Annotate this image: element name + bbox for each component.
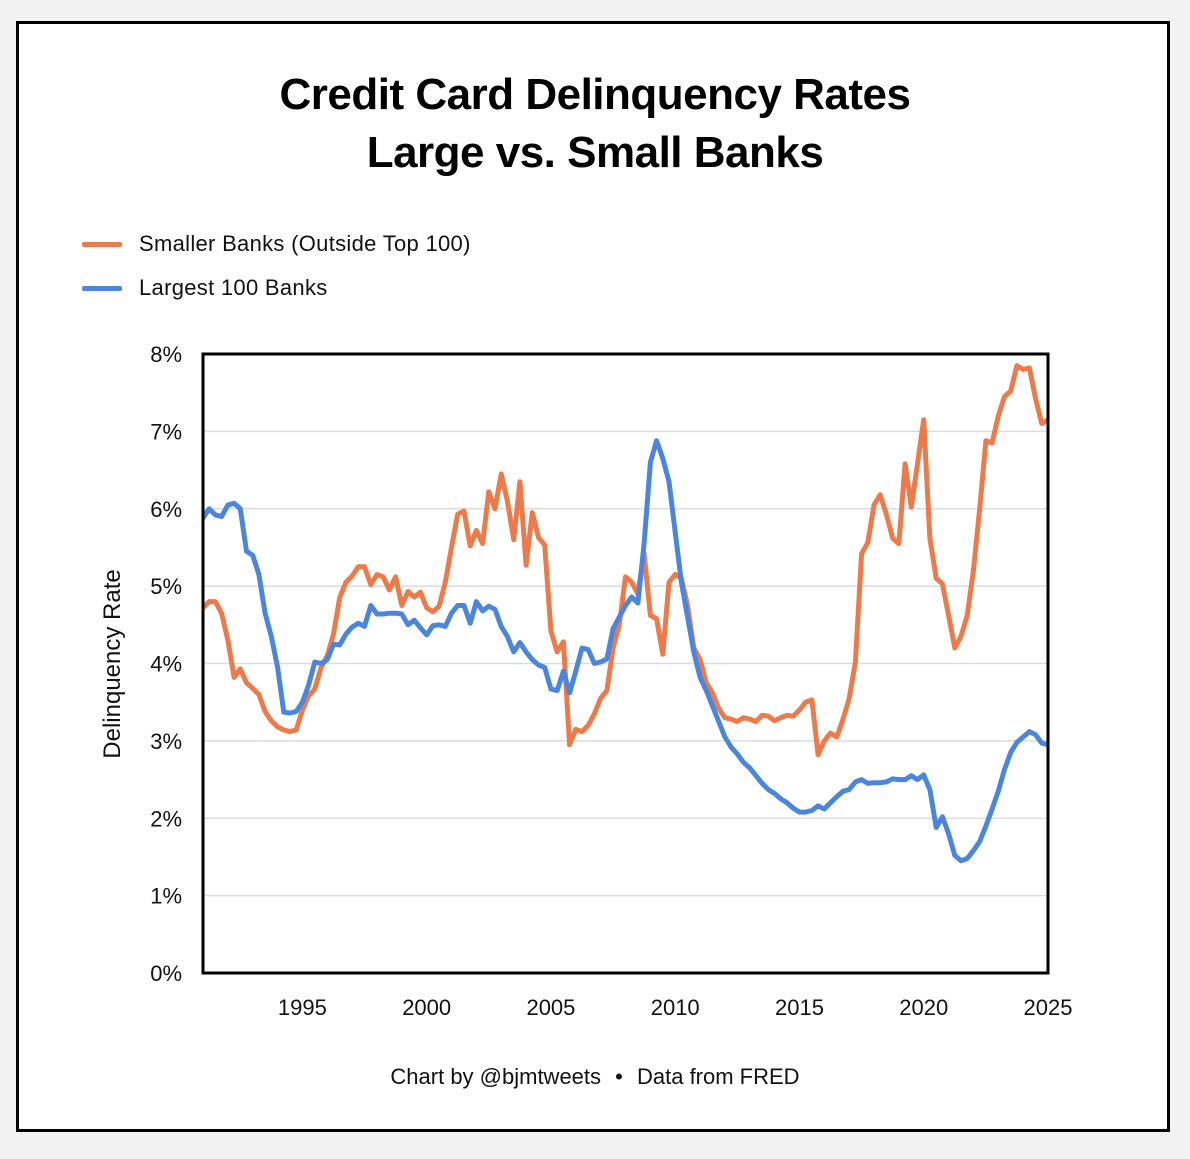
x-tick-label: 2025 <box>1024 995 1073 1020</box>
chart-title-line-1: Credit Card Delinquency Rates <box>279 70 912 119</box>
series-lines <box>203 363 1048 864</box>
chart-frame <box>16 21 1170 1132</box>
legend-item-largest-banks[interactable]: Largest 100 Banks <box>82 273 328 303</box>
y-axis-label: Delinquency Rate <box>99 569 126 758</box>
y-axis-ticks: 0% 1% 2% 3% 4% 5% 6% 7% 8% <box>150 342 182 986</box>
y-tick-label: 6% <box>150 497 182 522</box>
footer-source: Data from FRED <box>636 1064 800 1089</box>
legend-label-largest-banks: Largest 100 Banks <box>139 275 328 300</box>
legend-item-smaller-banks[interactable]: Smaller Banks (Outside Top 100) <box>82 229 471 259</box>
y-tick-label: 8% <box>150 342 182 367</box>
x-tick-label: 2010 <box>651 995 700 1020</box>
y-tick-label: 5% <box>150 574 182 599</box>
legend-swatch-largest-banks <box>82 285 122 291</box>
chart-title-line-2: Large vs. Small Banks <box>366 128 824 177</box>
series-line-smaller-banks[interactable] <box>203 363 1048 758</box>
y-tick-label: 1% <box>150 884 182 909</box>
x-tick-label: 2005 <box>526 995 575 1020</box>
chart-footer: Chart by @bjmtweets • Data from FRED <box>0 1064 1190 1090</box>
series-line-largest-banks[interactable] <box>203 438 1048 864</box>
y-tick-label: 2% <box>150 806 182 831</box>
plot-area-border <box>201 352 1050 975</box>
y-tick-label: 4% <box>150 652 182 677</box>
y-tick-label: 3% <box>150 729 182 754</box>
y-tick-label: 7% <box>150 419 182 444</box>
footer-credit: Chart by @bjmtweets <box>390 1064 602 1089</box>
y-tick-label: 0% <box>150 961 182 986</box>
gridlines <box>203 430 1048 897</box>
footer-separator: • <box>615 1064 623 1089</box>
x-axis-ticks: 1995 2000 2005 2010 2015 2020 2025 <box>278 995 1073 1020</box>
x-tick-label: 2000 <box>402 995 451 1020</box>
x-tick-label: 2015 <box>775 995 824 1020</box>
x-tick-label: 1995 <box>278 995 327 1020</box>
chart-title: Credit Card Delinquency Rates Large vs. … <box>0 66 1190 182</box>
legend-label-smaller-banks: Smaller Banks (Outside Top 100) <box>139 231 471 256</box>
x-tick-label: 2020 <box>899 995 948 1020</box>
legend-swatch-smaller-banks <box>82 241 122 247</box>
